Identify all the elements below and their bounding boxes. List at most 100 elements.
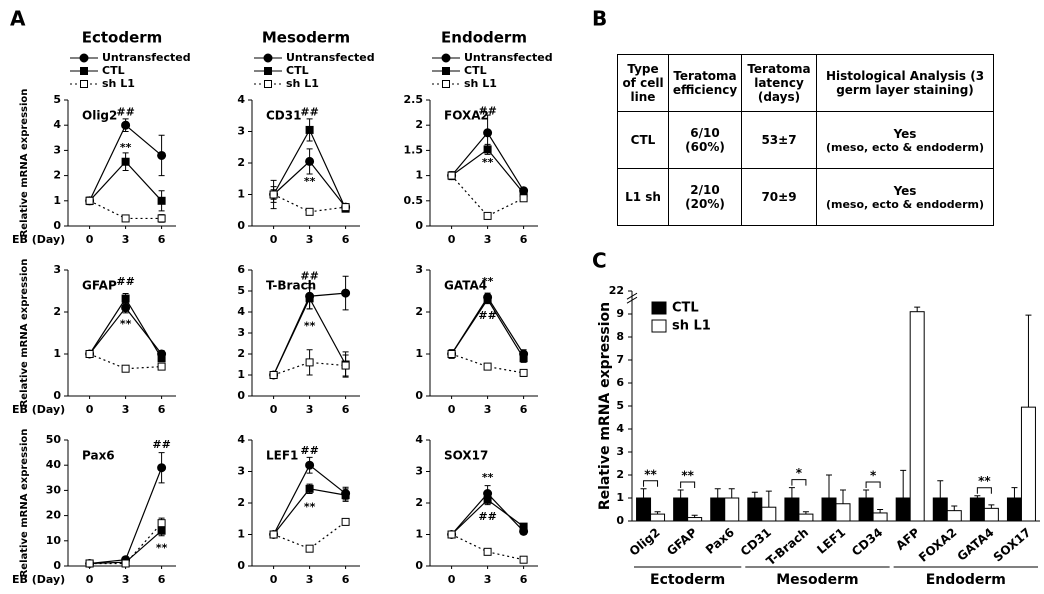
marker: [157, 214, 166, 223]
cell-main: Yes: [893, 183, 917, 198]
significance-bracket: [865, 481, 881, 488]
y-tick-label: 3: [237, 326, 245, 339]
table-cell: 2/10 (20%): [668, 168, 742, 226]
y-tick-label: 0: [415, 389, 423, 402]
marker: [80, 67, 88, 75]
y-tick-label: 3: [237, 125, 245, 138]
y-tick-label: 2.5: [404, 93, 424, 106]
x-tick-label: 3: [306, 233, 314, 246]
error-bar: [988, 504, 995, 509]
x-tick-label: 3: [122, 403, 130, 416]
x-tick-label: 6: [342, 403, 350, 416]
x-tick-label: T-Brach: [764, 525, 811, 568]
marker: [121, 214, 130, 223]
bar: [673, 497, 689, 522]
y-tick-label: 0: [415, 219, 423, 232]
table-cell: Yes (meso, ecto & endoderm): [816, 168, 994, 226]
x-tick-label: 3: [484, 573, 492, 586]
marker: [519, 354, 528, 363]
marker: [263, 53, 273, 63]
x-tick-label: 6: [520, 573, 528, 586]
y-tick-label: 5: [237, 284, 245, 297]
error-bar: [863, 489, 870, 498]
annotation: **: [482, 156, 494, 169]
x-tick-label: 3: [484, 233, 492, 246]
annotation: ##: [478, 105, 496, 118]
x-tick-label: SOX17: [991, 525, 1034, 564]
bar: [835, 503, 851, 522]
x-axis-label: EB (Day): [12, 403, 65, 416]
gene-label: Pax6: [82, 449, 115, 463]
header-cell: Type of cell line: [617, 54, 669, 112]
y-tick-label: 20: [46, 509, 62, 522]
significance-label: *: [796, 466, 803, 480]
bar: [724, 497, 740, 522]
y-tick-label: 0: [53, 389, 61, 402]
panel-label: B: [592, 7, 607, 31]
bar: [821, 497, 837, 522]
bar: [1020, 406, 1036, 522]
y-axis-label: Relative mRNA expression: [597, 302, 613, 510]
x-tick-label: CD34: [849, 525, 885, 559]
table-cell: Yes (meso, ecto & endoderm): [816, 111, 994, 169]
marker: [80, 80, 88, 88]
significance-bracket: [976, 487, 992, 494]
marker: [157, 362, 166, 371]
error-bar: [914, 306, 921, 312]
column-title: Endoderm: [441, 29, 527, 47]
legend-label: Untransfected: [464, 51, 553, 64]
y-tick-label: 3: [53, 263, 61, 276]
bar: [895, 497, 911, 522]
column-title: Mesoderm: [262, 29, 350, 47]
marker: [305, 460, 315, 470]
bar: [1006, 497, 1022, 522]
y-tick-label: 1: [415, 528, 423, 541]
axis-break: [626, 292, 638, 304]
y-tick-label: 0: [53, 219, 61, 232]
marker: [269, 371, 278, 379]
x-tick-label: 6: [342, 233, 350, 246]
marker: [264, 80, 272, 88]
error-bar: [714, 488, 721, 498]
gene-label: Olig2: [82, 109, 117, 123]
y-tick-label: 7: [616, 353, 624, 366]
marker: [157, 463, 167, 473]
x-tick-label: AFP: [893, 525, 922, 553]
error-bar: [1011, 487, 1018, 498]
x-tick-label: 0: [270, 233, 278, 246]
header-cell: Teratoma efficiency: [668, 54, 742, 112]
marker: [264, 67, 272, 75]
marker: [157, 519, 166, 528]
annotation: **: [120, 318, 132, 331]
x-tick-label: 0: [270, 403, 278, 416]
y-tick-label: 0: [237, 219, 245, 232]
annotation: **: [304, 501, 316, 514]
marker: [483, 145, 492, 154]
marker: [85, 196, 94, 205]
legend-label: Untransfected: [102, 51, 191, 64]
bar: [858, 497, 874, 522]
x-tick-label: 0: [448, 573, 456, 586]
marker: [157, 354, 166, 363]
x-tick-label: 3: [306, 403, 314, 416]
legend-label: CTL: [672, 301, 699, 316]
marker: [341, 288, 351, 298]
cell-main: Yes: [893, 126, 917, 141]
significance-bracket: [643, 480, 659, 487]
x-tick-label: Olig2: [627, 525, 663, 558]
significance-label: **: [978, 474, 991, 488]
bar: [983, 507, 999, 522]
group-label: Mesoderm: [776, 572, 858, 588]
summary-table: Type of cell line Teratoma efficiency Te…: [617, 54, 994, 226]
series-line: [89, 467, 163, 565]
y-tick-label: 0.5: [404, 194, 424, 207]
legend-swatch: [651, 301, 667, 315]
marker: [341, 361, 350, 370]
annotation: **: [304, 320, 316, 333]
marker: [305, 207, 314, 216]
marker: [85, 350, 94, 358]
gene-label: FOXA2: [444, 109, 489, 123]
marker: [157, 150, 167, 160]
marker: [483, 128, 493, 138]
table-header: Type of cell line Teratoma efficiency Te…: [617, 54, 994, 112]
